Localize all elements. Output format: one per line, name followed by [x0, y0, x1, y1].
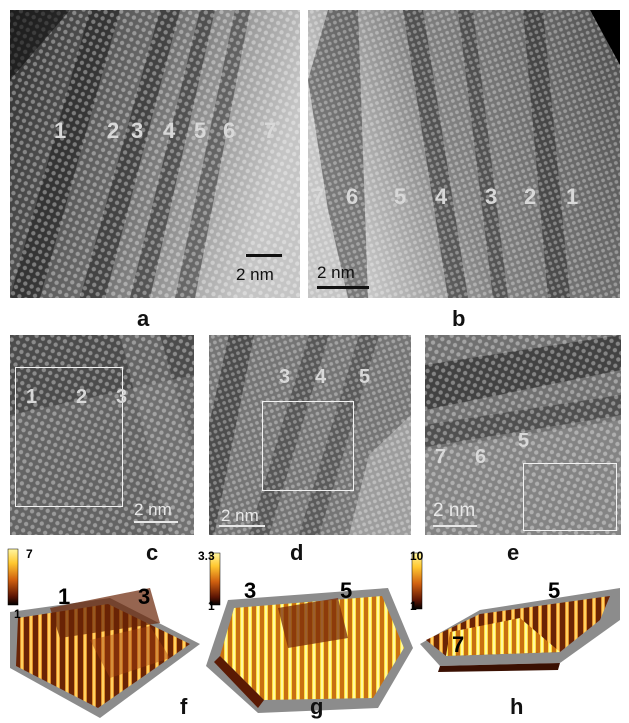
scale-text-e: 2 nm: [433, 500, 476, 521]
colorbar-max-f: 7: [26, 547, 33, 561]
micrograph-e: 7 6 5 2 nm: [425, 335, 621, 535]
label-f-3: 3: [138, 584, 151, 609]
micrograph-c: 1 2 3 2 nm: [10, 335, 194, 535]
label-a-5: 5: [194, 118, 207, 143]
label-e-5: 5: [518, 430, 530, 452]
label-b-3: 3: [485, 184, 498, 209]
label-a-6: 6: [223, 118, 236, 143]
roi-box-e: [523, 463, 617, 531]
label-d-3: 3: [279, 366, 291, 388]
label-b-6: 6: [346, 184, 359, 209]
label-a-2: 2: [107, 118, 120, 143]
colorbar-min-g: 1: [208, 599, 215, 613]
panel-letter-f: f: [180, 694, 188, 719]
panel-letter-h: h: [510, 694, 524, 719]
label-f-1: 1: [58, 584, 71, 609]
label-a-4: 4: [163, 118, 176, 143]
scale-text-c: 2 nm: [134, 500, 172, 519]
label-g-5: 5: [340, 578, 353, 603]
label-h-5: 5: [548, 578, 561, 603]
surface-plot-f: 7 1 1 3 f: [0, 548, 210, 718]
label-a-7: 7: [264, 118, 277, 143]
panel-letter-a: a: [137, 306, 150, 331]
scale-text-d: 2 nm: [221, 506, 259, 525]
panel-letter-d: d: [290, 540, 304, 565]
label-g-3: 3: [244, 578, 257, 603]
panel-letter-e: e: [507, 540, 520, 565]
label-c-2: 2: [76, 386, 88, 408]
roi-box-c: [15, 367, 123, 507]
scale-text-b: 2 nm: [317, 263, 355, 282]
micrograph-a: 1 2 3 4 5 6 7 2 nm: [10, 10, 300, 298]
label-b-7: 7: [312, 184, 325, 209]
scale-bar-a: [246, 254, 282, 257]
scale-bar-b: [317, 286, 369, 289]
surface-plot-g: 3.3 1 3 5 g: [198, 548, 418, 718]
colorbar-max-g: 3.3: [198, 549, 215, 563]
colorbar-min-h: 1: [410, 599, 417, 613]
scale-bar-c: [134, 521, 178, 523]
surface-plot-h: 10 1 5 7 h: [410, 548, 629, 718]
label-a-3: 3: [131, 118, 144, 143]
label-b-1: 1: [566, 184, 579, 209]
colorbar-max-h: 10: [410, 549, 424, 563]
panel-letter-g: g: [310, 694, 324, 719]
label-e-7: 7: [435, 446, 447, 468]
label-e-6: 6: [475, 446, 487, 468]
roi-box-d: [262, 401, 354, 491]
label-h-7: 7: [452, 632, 465, 657]
label-c-3: 3: [116, 386, 128, 408]
micrograph-b: 7 6 5 4 3 2 1 2 nm: [308, 10, 620, 298]
label-b-4: 4: [435, 184, 448, 209]
label-d-4: 4: [315, 366, 327, 388]
panel-letter-c: c: [146, 540, 159, 565]
panel-letter-b: b: [452, 306, 466, 331]
scale-bar-d: [219, 525, 265, 527]
label-c-1: 1: [26, 386, 38, 408]
micrograph-d: 3 4 5 2 nm: [209, 335, 411, 535]
scale-text-a: 2 nm: [236, 265, 274, 284]
label-b-5: 5: [394, 184, 407, 209]
colorbar-min-f: 1: [14, 607, 21, 621]
label-a-1: 1: [54, 118, 67, 143]
label-b-2: 2: [524, 184, 537, 209]
label-d-5: 5: [359, 366, 371, 388]
scale-bar-e: [433, 525, 477, 527]
